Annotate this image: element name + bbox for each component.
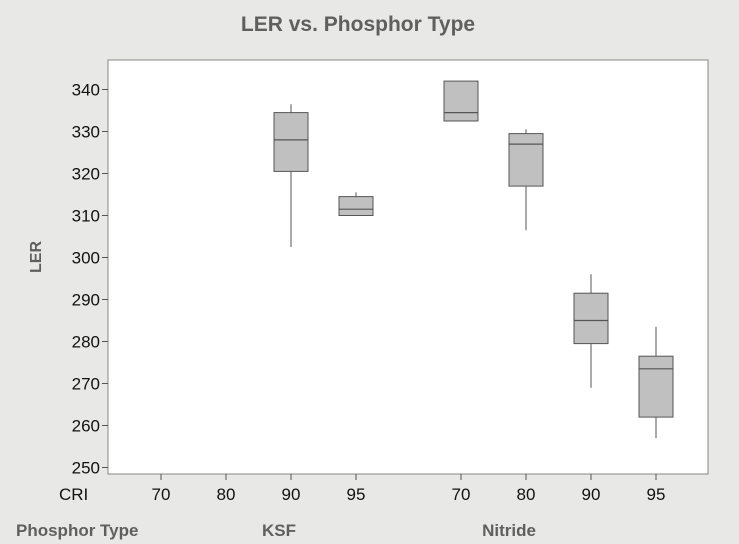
group-label-ksf: KSF xyxy=(262,521,296,540)
x-tick-label-ksf-95: 95 xyxy=(347,485,366,504)
iqr-box-nitride-90 xyxy=(573,292,609,345)
x-axis: 70 80 90 95 KSF 70 80 90 95 Nitride xyxy=(152,474,666,540)
y-tick-label-260: 260 xyxy=(72,417,100,436)
x-tick-label-ksf-90: 90 xyxy=(282,485,301,504)
chart-title: LER vs. Phosphor Type xyxy=(241,13,475,36)
y-tick-label-250: 250 xyxy=(72,459,100,478)
x-tick-label-ksf-70: 70 xyxy=(152,485,171,504)
x-tick-label-nitride-70: 70 xyxy=(452,485,471,504)
iqr-box-nitride-95 xyxy=(638,355,674,418)
box-ksf-90 xyxy=(273,104,309,247)
box-nitride-80 xyxy=(508,129,544,231)
x-tick-label-nitride-90: 90 xyxy=(582,485,601,504)
iqr-box-nitride-70 xyxy=(443,80,479,122)
y-tick-label-330: 330 xyxy=(72,123,100,142)
iqr-box-ksf-90 xyxy=(273,112,309,172)
iqr-box-ksf-95 xyxy=(338,196,374,217)
y-tick-label-310: 310 xyxy=(72,207,100,226)
group-label-nitride: Nitride xyxy=(482,521,536,540)
phosphor-type-row-label: Phosphor Type xyxy=(16,521,138,540)
iqr-box-nitride-80 xyxy=(508,133,544,187)
x-tick-label-nitride-95: 95 xyxy=(647,485,666,504)
y-tick-label-300: 300 xyxy=(72,249,100,268)
y-tick-label-320: 320 xyxy=(72,165,100,184)
box-nitride-95 xyxy=(638,326,674,439)
x-tick-label-ksf-80: 80 xyxy=(217,485,236,504)
box-ksf-95 xyxy=(338,192,374,217)
y-tick-label-340: 340 xyxy=(72,81,100,100)
y-tick-label-280: 280 xyxy=(72,333,100,352)
cri-row-label: CRI xyxy=(59,485,88,504)
plot-area xyxy=(107,59,709,475)
y-axis: 250 260 270 280 290 300 310 320 330 340 xyxy=(72,81,108,478)
box-nitride-70 xyxy=(443,80,479,122)
y-tick-label-290: 290 xyxy=(72,291,100,310)
boxes xyxy=(273,80,674,439)
y-axis-label: LER xyxy=(28,241,45,273)
box-nitride-90 xyxy=(573,274,609,388)
x-tick-label-nitride-80: 80 xyxy=(517,485,536,504)
y-tick-label-270: 270 xyxy=(72,375,100,394)
